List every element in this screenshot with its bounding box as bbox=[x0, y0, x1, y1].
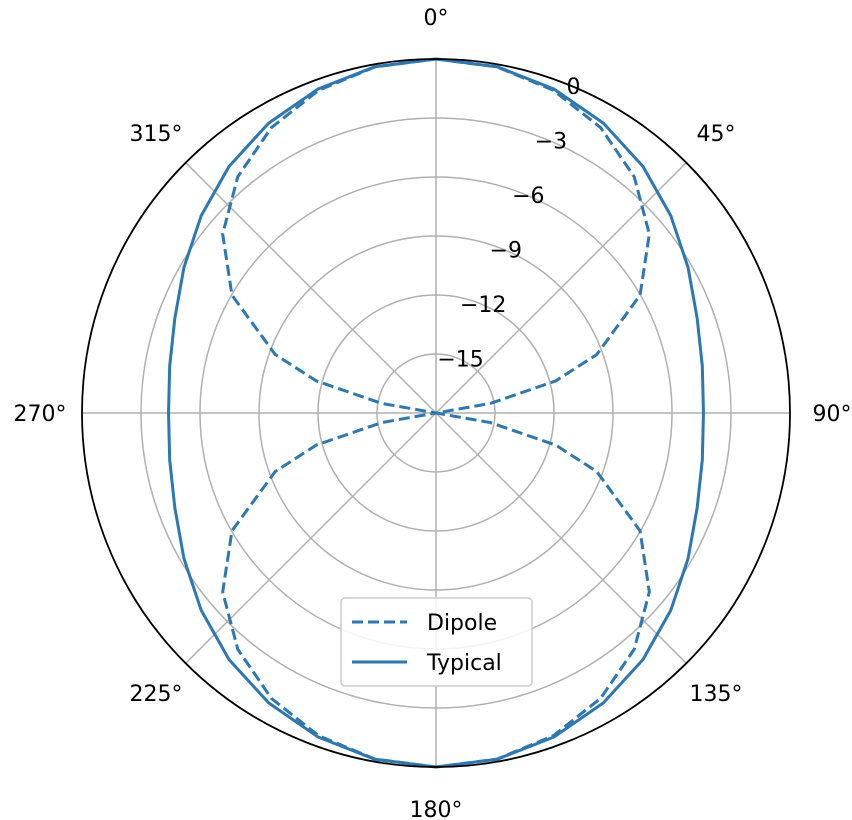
legend-box bbox=[340, 597, 533, 687]
theta-tick-label-0: 0° bbox=[424, 6, 449, 31]
r-tick-label-4: −3 bbox=[535, 129, 567, 154]
r-tick-label-2: −9 bbox=[490, 238, 522, 263]
legend: Dipole Typical bbox=[340, 597, 533, 687]
polar-frame bbox=[81, 58, 791, 768]
theta-grid-line-7 bbox=[185, 162, 437, 414]
theta-grid-line-1 bbox=[435, 162, 687, 414]
theta-tick-label-4: 180° bbox=[410, 798, 463, 820]
theta-tick-label-6: 270° bbox=[14, 402, 67, 427]
theta-tick-label-3: 135° bbox=[690, 682, 743, 707]
theta-tick-label-5: 225° bbox=[129, 682, 182, 707]
theta-grid-line-5 bbox=[185, 412, 437, 664]
legend-label-dipole: Dipole bbox=[427, 611, 497, 636]
r-tick-label-3: −6 bbox=[512, 184, 544, 209]
legend-label-typical: Typical bbox=[426, 651, 502, 676]
tick-labels: −15 −12 −9 −6 −3 0 0° 45° 90° 135° 180° 225° 270° 315… bbox=[14, 6, 852, 820]
theta-tick-label-2: 90° bbox=[813, 402, 852, 427]
r-tick-label-5: 0 bbox=[566, 75, 580, 100]
theta-grid-line-3 bbox=[435, 412, 687, 664]
r-tick-label-1: −12 bbox=[460, 293, 506, 318]
r-tick-label-0: −15 bbox=[437, 347, 483, 372]
theta-tick-label-7: 315° bbox=[129, 122, 182, 147]
theta-tick-label-1: 45° bbox=[697, 122, 736, 147]
